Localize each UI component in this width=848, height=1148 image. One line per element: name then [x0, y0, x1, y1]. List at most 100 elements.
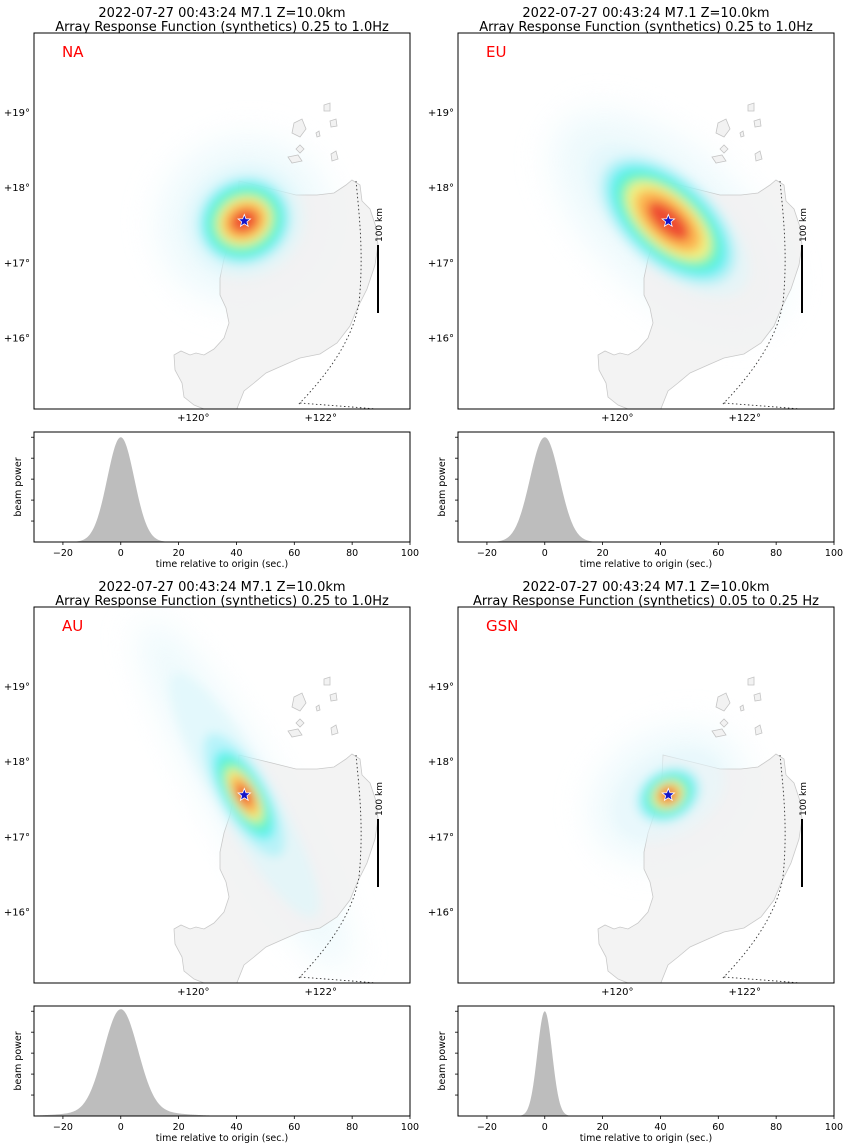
x-tick-label: 60	[288, 548, 300, 559]
island	[323, 102, 331, 112]
map-frame	[457, 32, 835, 410]
island	[719, 718, 729, 728]
island	[754, 724, 763, 736]
map-axes: 100 km NA +19° +18° +17° +16° +120° +122°	[4, 32, 411, 424]
heatmap-lobe	[612, 749, 724, 841]
beam-power-area	[458, 437, 834, 542]
map-frame	[33, 32, 411, 410]
map-area	[458, 607, 834, 983]
map-area	[458, 33, 834, 409]
map-axes: 100 km AU +19° +18° +17° +16° +120° +122°	[4, 606, 411, 998]
title-line-1: 2022-07-27 00:43:24 M7.1 Z=10.0km	[98, 6, 345, 21]
x-tick-label: 20	[597, 1122, 609, 1133]
island	[291, 118, 307, 138]
island	[287, 154, 303, 164]
x-tick-label: −20	[53, 548, 73, 559]
epicenter-star	[661, 787, 676, 802]
lat-tick-label: +18°	[428, 183, 454, 194]
beam-power-area	[34, 1009, 410, 1116]
x-tick-label: 20	[173, 548, 185, 559]
beam-frame	[457, 1005, 835, 1117]
x-tick-label: 0	[542, 1122, 548, 1133]
beam-power-area	[34, 437, 410, 542]
x-tick-label: 0	[118, 1122, 124, 1133]
lon-tick-label: +120°	[177, 987, 209, 998]
lat-tick-label: +16°	[4, 908, 30, 919]
x-axis-label: time relative to origin (sec.)	[580, 559, 712, 570]
x-axis-label: time relative to origin (sec.)	[156, 559, 288, 570]
island	[739, 704, 745, 712]
x-tick-label: 40	[654, 548, 666, 559]
lon-tick-label: +122°	[729, 987, 761, 998]
x-tick-label: 40	[654, 1122, 666, 1133]
lat-tick-label: +17°	[4, 258, 30, 269]
x-tick-label: 100	[401, 1122, 419, 1133]
island	[330, 150, 339, 162]
lat-tick-label: +17°	[428, 832, 454, 843]
x-tick-label: 20	[597, 548, 609, 559]
array-label: EU	[486, 43, 506, 61]
land-mass	[173, 179, 379, 409]
lat-tick-label: +17°	[4, 832, 30, 843]
y-axis-label: beam power	[437, 1031, 448, 1090]
island	[291, 692, 307, 712]
title-line-2: Array Response Function (synthetics) 0.2…	[479, 20, 813, 35]
map-area	[34, 607, 410, 983]
map-area	[34, 33, 410, 409]
epicenter-star	[661, 213, 676, 228]
y-axis-label: beam power	[13, 457, 24, 516]
map-axes: 100 km EU +19° +18° +17° +16° +120° +122°	[428, 32, 835, 424]
lat-tick-label: +18°	[428, 757, 454, 768]
island	[711, 154, 727, 164]
map-axes: 100 km GSN +19° +18° +17° +16° +120° +122°	[428, 606, 835, 998]
island	[295, 718, 305, 728]
title-line-2: Array Response Function (synthetics) 0.2…	[55, 20, 389, 35]
x-tick-label: 60	[288, 1122, 300, 1133]
beam-frame	[457, 431, 835, 543]
island	[715, 118, 731, 138]
title-line-1: 2022-07-27 00:43:24 M7.1 Z=10.0km	[98, 580, 345, 595]
lat-tick-label: +16°	[428, 334, 454, 345]
x-tick-label: 40	[230, 1122, 242, 1133]
x-tick-label: 100	[401, 548, 419, 559]
island	[754, 150, 763, 162]
lat-tick-label: +19°	[4, 108, 30, 119]
island	[295, 144, 305, 154]
lon-tick-label: +122°	[305, 413, 337, 424]
island	[315, 704, 321, 712]
scale-label: 100 km	[375, 208, 385, 242]
lat-tick-label: +19°	[428, 682, 454, 693]
lat-tick-label: +19°	[428, 108, 454, 119]
title-line-2: Array Response Function (synthetics) 0.0…	[473, 594, 819, 609]
lat-tick-label: +18°	[4, 757, 30, 768]
epicenter-star	[237, 213, 252, 228]
island	[330, 724, 339, 736]
title-line-1: 2022-07-27 00:43:24 M7.1 Z=10.0km	[522, 580, 769, 595]
x-tick-label: 0	[542, 548, 548, 559]
map-frame	[457, 606, 835, 984]
lat-tick-label: +16°	[428, 908, 454, 919]
lat-tick-label: +16°	[4, 334, 30, 345]
lon-tick-label: +120°	[601, 413, 633, 424]
title-line-2: Array Response Function (synthetics) 0.2…	[55, 594, 389, 609]
x-tick-label: 60	[712, 548, 724, 559]
island	[329, 118, 338, 128]
land-mass	[597, 179, 803, 409]
scale-label: 100 km	[799, 208, 809, 242]
island	[753, 118, 762, 128]
island	[315, 130, 321, 138]
island	[323, 676, 331, 686]
scale-label: 100 km	[799, 782, 809, 816]
island	[715, 692, 731, 712]
array-label: GSN	[486, 617, 518, 635]
beam-frame	[33, 1005, 411, 1117]
beam-power-axes: −20 0 20 40 60 80 100 time relative to origin (…	[13, 1005, 419, 1144]
lon-tick-label: +120°	[601, 987, 633, 998]
lon-tick-label: +122°	[729, 413, 761, 424]
y-axis-label: beam power	[437, 457, 448, 516]
lon-tick-label: +122°	[305, 987, 337, 998]
